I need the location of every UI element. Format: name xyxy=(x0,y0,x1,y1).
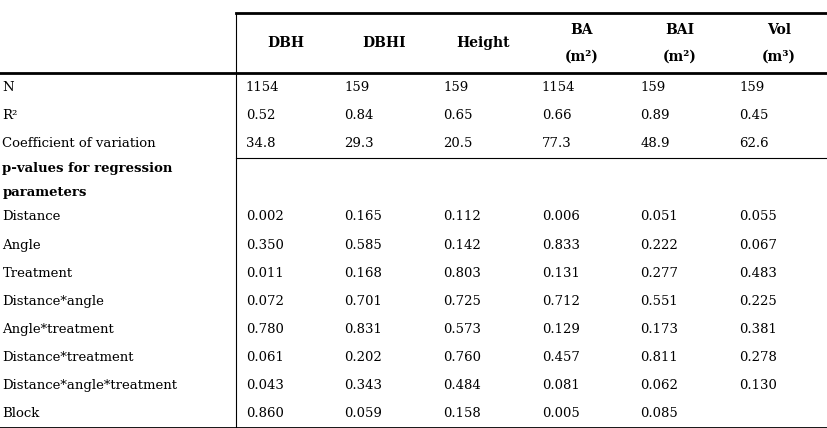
Text: parameters: parameters xyxy=(2,186,87,199)
Text: 0.484: 0.484 xyxy=(442,379,480,392)
Text: 0.551: 0.551 xyxy=(640,295,677,308)
Text: R²: R² xyxy=(2,109,18,122)
Text: 0.173: 0.173 xyxy=(640,323,678,336)
Text: 0.043: 0.043 xyxy=(246,379,284,392)
Text: 0.278: 0.278 xyxy=(739,351,777,364)
Text: 0.225: 0.225 xyxy=(739,295,776,308)
Text: 0.52: 0.52 xyxy=(246,109,275,122)
Text: DBHI: DBHI xyxy=(361,36,405,50)
Text: Vol: Vol xyxy=(766,23,790,37)
Text: 0.66: 0.66 xyxy=(542,109,571,122)
Text: 0.168: 0.168 xyxy=(344,267,382,279)
Text: 0.831: 0.831 xyxy=(344,323,382,336)
Text: 0.131: 0.131 xyxy=(542,267,579,279)
Text: 1154: 1154 xyxy=(542,81,575,94)
Text: (m²): (m²) xyxy=(662,50,696,63)
Text: 0.085: 0.085 xyxy=(640,407,677,420)
Text: 0.343: 0.343 xyxy=(344,379,382,392)
Text: 20.5: 20.5 xyxy=(442,137,472,150)
Text: 159: 159 xyxy=(640,81,665,94)
Text: 0.89: 0.89 xyxy=(640,109,669,122)
Text: 159: 159 xyxy=(442,81,468,94)
Text: 0.65: 0.65 xyxy=(442,109,472,122)
Text: 0.006: 0.006 xyxy=(542,211,579,223)
Text: 0.129: 0.129 xyxy=(542,323,579,336)
Text: 34.8: 34.8 xyxy=(246,137,275,150)
Text: 0.062: 0.062 xyxy=(640,379,677,392)
Text: 29.3: 29.3 xyxy=(344,137,374,150)
Text: 0.483: 0.483 xyxy=(739,267,777,279)
Text: BA: BA xyxy=(569,23,592,37)
Text: 0.811: 0.811 xyxy=(640,351,677,364)
Text: 1154: 1154 xyxy=(246,81,279,94)
Text: 0.381: 0.381 xyxy=(739,323,777,336)
Text: 0.061: 0.061 xyxy=(246,351,284,364)
Text: 0.158: 0.158 xyxy=(442,407,480,420)
Text: 0.457: 0.457 xyxy=(542,351,579,364)
Text: 0.350: 0.350 xyxy=(246,238,284,252)
Text: Distance*angle: Distance*angle xyxy=(2,295,104,308)
Text: BAI: BAI xyxy=(665,23,694,37)
Text: 0.005: 0.005 xyxy=(542,407,579,420)
Text: 0.202: 0.202 xyxy=(344,351,382,364)
Text: Coefficient of variation: Coefficient of variation xyxy=(2,137,156,150)
Text: Angle*treatment: Angle*treatment xyxy=(2,323,114,336)
Text: 62.6: 62.6 xyxy=(739,137,768,150)
Text: 0.222: 0.222 xyxy=(640,238,677,252)
Text: 0.701: 0.701 xyxy=(344,295,382,308)
Text: 0.84: 0.84 xyxy=(344,109,374,122)
Text: 48.9: 48.9 xyxy=(640,137,669,150)
Text: 0.051: 0.051 xyxy=(640,211,677,223)
Text: 0.081: 0.081 xyxy=(542,379,579,392)
Text: 159: 159 xyxy=(739,81,763,94)
Text: 0.011: 0.011 xyxy=(246,267,284,279)
Text: Treatment: Treatment xyxy=(2,267,73,279)
Text: 0.067: 0.067 xyxy=(739,238,777,252)
Text: Height: Height xyxy=(456,36,509,50)
Text: 0.055: 0.055 xyxy=(739,211,776,223)
Text: Block: Block xyxy=(2,407,40,420)
Text: Distance: Distance xyxy=(2,211,61,223)
Text: Distance*angle*treatment: Distance*angle*treatment xyxy=(2,379,177,392)
Text: 0.712: 0.712 xyxy=(542,295,579,308)
Text: 77.3: 77.3 xyxy=(542,137,571,150)
Text: 0.780: 0.780 xyxy=(246,323,284,336)
Text: 0.585: 0.585 xyxy=(344,238,382,252)
Text: N: N xyxy=(2,81,14,94)
Text: 0.277: 0.277 xyxy=(640,267,678,279)
Text: 0.142: 0.142 xyxy=(442,238,480,252)
Text: (m³): (m³) xyxy=(761,50,795,63)
Text: 0.833: 0.833 xyxy=(542,238,579,252)
Text: 0.45: 0.45 xyxy=(739,109,767,122)
Text: Distance*treatment: Distance*treatment xyxy=(2,351,134,364)
Text: 0.130: 0.130 xyxy=(739,379,777,392)
Text: Angle: Angle xyxy=(2,238,41,252)
Text: 0.803: 0.803 xyxy=(442,267,480,279)
Text: 0.860: 0.860 xyxy=(246,407,284,420)
Text: 0.760: 0.760 xyxy=(442,351,480,364)
Text: 0.725: 0.725 xyxy=(442,295,480,308)
Text: 0.072: 0.072 xyxy=(246,295,284,308)
Text: 0.059: 0.059 xyxy=(344,407,382,420)
Text: p-values for regression: p-values for regression xyxy=(2,162,173,175)
Text: 0.165: 0.165 xyxy=(344,211,382,223)
Text: 0.112: 0.112 xyxy=(442,211,480,223)
Text: 0.573: 0.573 xyxy=(442,323,480,336)
Text: DBH: DBH xyxy=(266,36,304,50)
Text: 159: 159 xyxy=(344,81,370,94)
Text: 0.002: 0.002 xyxy=(246,211,284,223)
Text: (m²): (m²) xyxy=(564,50,598,63)
